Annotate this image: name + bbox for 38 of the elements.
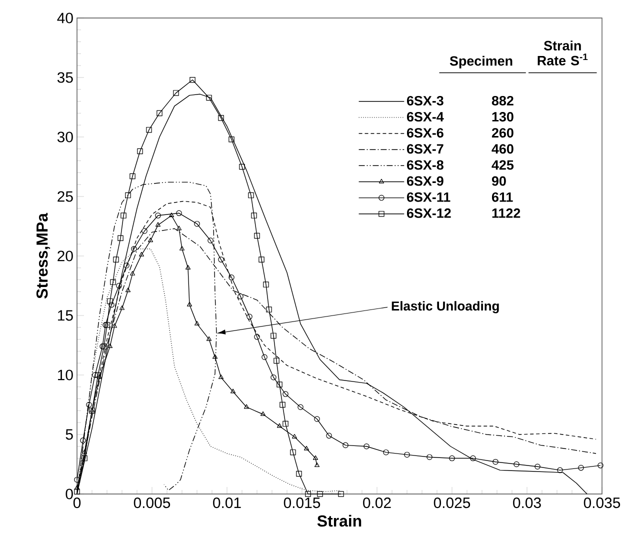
y-tick-label: 35 bbox=[57, 72, 73, 83]
x-tick-label: 0.005 bbox=[134, 498, 170, 508]
legend-label: 6SX-11 bbox=[406, 192, 450, 202]
x-tick-label: 0 bbox=[73, 498, 81, 508]
legend-label: 6SX-8 bbox=[406, 160, 444, 170]
annotation: Elastic Unloading bbox=[392, 301, 499, 314]
annotation: 260 bbox=[492, 128, 514, 138]
legend-label: 6SX-4 bbox=[406, 112, 444, 122]
y-tick-label: 10 bbox=[58, 370, 73, 380]
legend-title: Specimen bbox=[450, 56, 512, 68]
annotation: 90 bbox=[492, 176, 506, 186]
annotation: 425 bbox=[492, 160, 514, 170]
y-tick-label: 25 bbox=[58, 191, 73, 202]
legend-label: 6SX-12 bbox=[406, 208, 451, 218]
legend-label: 6SX-6 bbox=[406, 128, 444, 138]
annotation: 460 bbox=[492, 144, 514, 154]
x-tick-label: 0.035 bbox=[584, 498, 620, 508]
y-tick-label: 40 bbox=[57, 12, 73, 24]
y-tick-label: 20 bbox=[58, 250, 73, 262]
annotation: Strain Rate S$^{-1}$ bbox=[538, 40, 588, 66]
annotation: 1122 bbox=[492, 208, 520, 218]
y-axis-title: Stress,MPa bbox=[36, 212, 50, 299]
legend-label: 6SX-9 bbox=[406, 176, 444, 186]
annotation: 130 bbox=[492, 112, 514, 122]
y-tick-label: 15 bbox=[58, 310, 73, 321]
legend-label: 6SX-3 bbox=[406, 96, 444, 106]
x-axis-title: Strain bbox=[317, 514, 362, 527]
y-tick-label: 5 bbox=[66, 429, 73, 440]
x-tick-label: 0.02 bbox=[363, 498, 391, 508]
annotation: 611 bbox=[492, 192, 513, 202]
x-tick-label: 0.015 bbox=[284, 498, 320, 508]
x-tick-label: 0.01 bbox=[213, 498, 241, 508]
annotation: 882 bbox=[492, 96, 514, 106]
y-tick-label: 30 bbox=[57, 132, 73, 142]
x-tick-label: 0.03 bbox=[513, 498, 541, 508]
legend-label: 6SX-7 bbox=[406, 144, 444, 154]
y-tick-label: 0 bbox=[66, 488, 73, 500]
x-tick-label: 0.025 bbox=[434, 498, 470, 508]
